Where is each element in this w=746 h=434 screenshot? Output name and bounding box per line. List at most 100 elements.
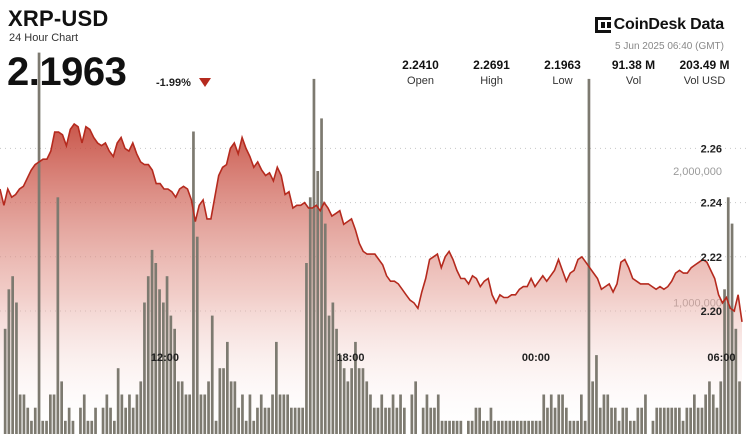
volume-bar [403,407,406,434]
time-tick-labels: 12:00 18:00 00:00 06:00 [151,352,736,364]
volume-bar [207,381,210,434]
volume-bar [169,315,173,434]
volume-bar [30,420,33,434]
volume-bar [82,394,86,434]
volume-bar [632,420,636,434]
down-arrow-icon [199,78,211,87]
volume-bar [327,315,331,434]
volume-bar [730,223,734,434]
volume-bar [436,394,440,434]
volume-bar [369,394,372,434]
volume-bar [565,407,568,434]
volume-bar [617,420,621,434]
volume-bar [444,420,448,434]
stat-label: High [480,75,503,87]
volume-bar [531,420,534,434]
volume-bar [561,394,564,434]
volume-bar [621,407,625,434]
stat-volume-usd: 203.49 M Vol USD [669,58,740,87]
volume-bar [662,407,666,434]
volume-bar [719,381,723,434]
volume-bar [165,276,169,434]
volume-bar [644,394,647,434]
volume-bar [640,407,643,434]
volume-bar [655,407,659,434]
volume-bar [485,420,489,434]
volume-bar [534,420,538,434]
volume-bar [256,407,259,434]
volume-bar [259,394,263,434]
volume-bar [493,420,497,434]
volume-bar [312,78,316,434]
price-tick-labels: 2.20 2.22 2.24 2.26 [701,143,723,318]
volume-bar [139,381,143,434]
volume-bar [448,420,451,434]
volume-bar [372,407,376,434]
volume-bar [568,420,572,434]
volume-bar [361,368,365,434]
stat-label: Vol USD [683,75,726,87]
volume-bar [52,394,56,434]
volume-bars [3,52,741,434]
volume-bar [681,420,685,434]
volume-bar [700,407,704,434]
current-price: 2.1963 [7,50,127,94]
time-tick-label: 12:00 [151,352,179,364]
volume-bar [173,328,176,434]
volume-bar [595,355,598,434]
timestamp: 5 Jun 2025 06:40 (GMT) [615,41,724,52]
volume-bar [214,420,218,434]
volume-bar [248,394,252,434]
volume-bar [7,289,11,434]
volume-bar [538,420,542,434]
time-tick-label: 00:00 [522,352,550,364]
volume-bar [60,381,63,434]
volume-bar [237,407,240,434]
volume-bar [241,394,244,434]
volume-bar [282,394,286,434]
volume-bar [335,328,338,434]
volume-bar [738,381,741,434]
volume-bar [105,394,109,434]
volume-bar [293,407,297,434]
stat-label: Vol [625,75,642,87]
brand-logo: CoinDesk Data [594,16,724,34]
volume-bar [210,315,214,434]
volume-bar [467,420,470,434]
volume-bar [478,407,481,434]
volume-bar [233,381,237,434]
volume-bar [527,420,530,434]
volume-bar [316,171,320,434]
volume-bar [154,263,158,434]
volume-bar [184,394,188,434]
volume-tick-label: 2,000,000 [673,166,722,178]
volume-bar [516,420,519,434]
volume-bar [433,407,436,434]
volume-bar [146,276,150,434]
volume-bar [410,394,414,434]
volume-bar [263,407,267,434]
volume-bar [557,394,561,434]
price-tick-label: 2.20 [701,306,722,318]
volume-bar [320,118,323,434]
volume-bar [613,407,617,434]
volume-bar [606,394,610,434]
volume-bar [109,407,112,434]
volume-bar [414,381,417,434]
pair-title: XRP-USD [8,6,109,31]
volume-bar [271,394,274,434]
price-tick-label: 2.22 [701,252,722,264]
volume-bar [41,420,45,434]
volume-bar [199,394,203,434]
volume-bar [150,249,154,434]
volume-bar [222,368,225,434]
volume-bar [723,289,726,434]
volume-bar [342,368,346,434]
volume-bar [598,407,602,434]
volume-bar [610,407,613,434]
volume-bar [331,302,335,434]
volume-bar [376,407,380,434]
volume-bar [56,197,60,434]
volume-bar [180,381,184,434]
stat-open: 2.2410 Open [385,58,456,87]
